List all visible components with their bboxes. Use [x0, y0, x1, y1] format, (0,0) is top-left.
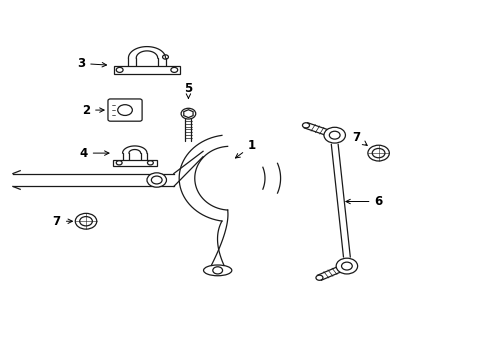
Circle shape [75, 213, 97, 229]
Circle shape [335, 258, 357, 274]
Polygon shape [183, 110, 193, 118]
FancyBboxPatch shape [108, 99, 142, 121]
Circle shape [324, 127, 345, 143]
Text: 3: 3 [77, 57, 106, 70]
Text: 1: 1 [235, 139, 255, 158]
Text: 5: 5 [184, 82, 192, 98]
Text: 4: 4 [80, 147, 109, 159]
Bar [113, 159, 157, 166]
Text: 7: 7 [53, 215, 72, 228]
Text: 2: 2 [82, 104, 104, 117]
Circle shape [147, 173, 166, 187]
Bar [114, 66, 180, 74]
Circle shape [367, 145, 388, 161]
Text: 6: 6 [345, 195, 382, 208]
Text: 7: 7 [352, 131, 366, 145]
